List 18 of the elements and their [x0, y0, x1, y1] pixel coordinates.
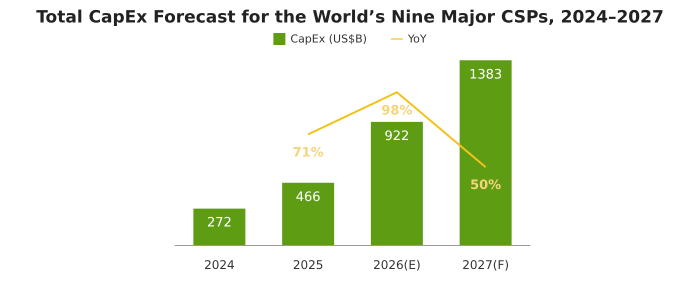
data-label: 71% — [292, 145, 324, 160]
legend-label: CapEx (US$B) — [290, 32, 367, 46]
data-label: 1383 — [469, 67, 502, 82]
data-label: 922 — [384, 128, 410, 144]
legend-label: YoY — [406, 32, 427, 46]
chart-title: Total CapEx Forecast for the World’s Nine Major CSPs, 2024–2027 — [36, 8, 664, 28]
bar — [282, 182, 334, 245]
bar — [193, 208, 246, 245]
data-label: 98% — [381, 103, 412, 118]
bar — [460, 60, 512, 245]
data-label: 50% — [470, 178, 502, 194]
x-tick-label: 2024 — [204, 258, 235, 272]
x-tick-label: 2027(F) — [462, 258, 510, 272]
bar — [370, 122, 423, 245]
data-label: 466 — [296, 190, 321, 205]
x-tick-label: 2026(E) — [373, 258, 421, 272]
data-label: 272 — [206, 216, 232, 231]
x-tick-label: 2025 — [292, 258, 324, 272]
